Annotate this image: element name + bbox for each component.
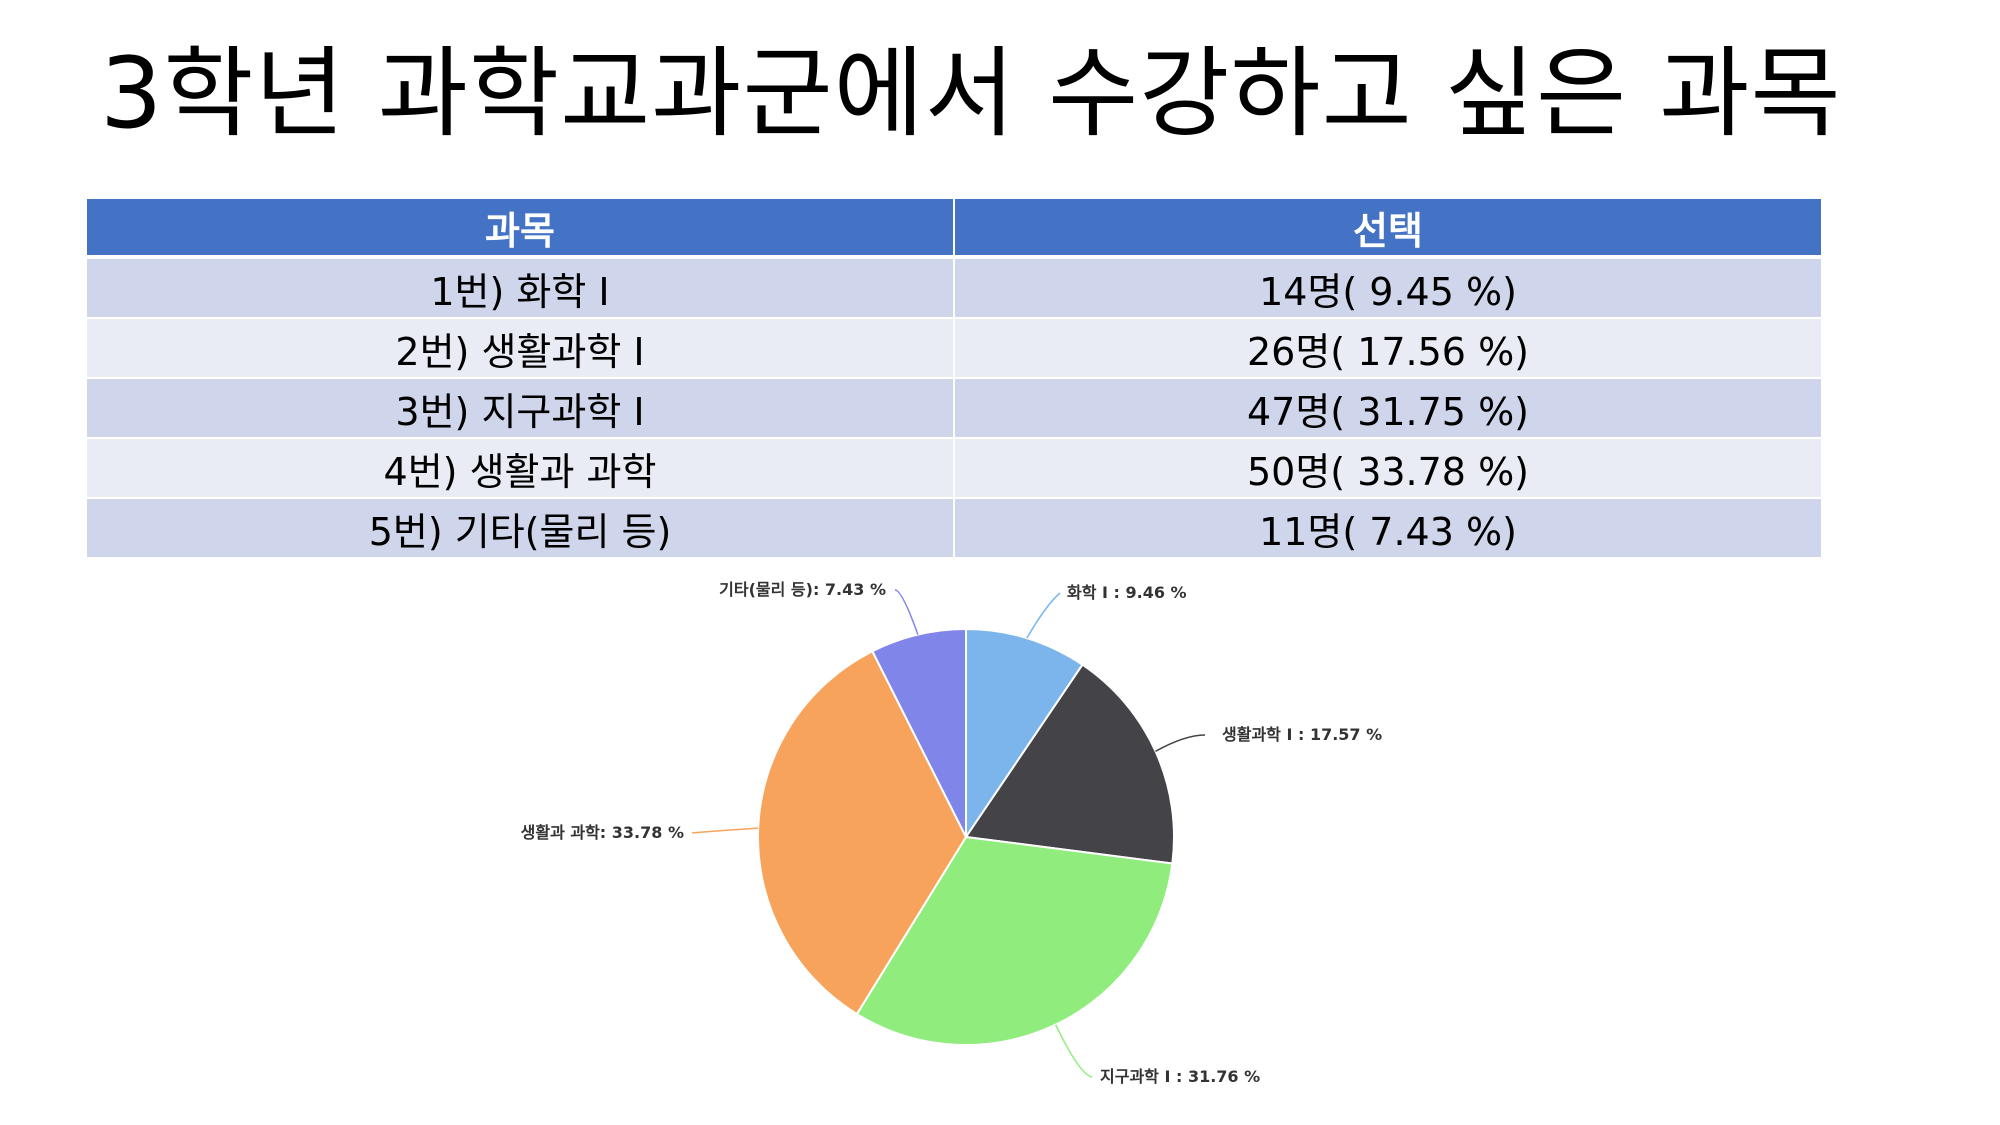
row-subject: 4번) 생활과 과학 <box>85 437 955 499</box>
slice-label: 생활과 과학: 33.78 % <box>521 823 684 842</box>
slice-connector <box>691 827 759 834</box>
slice-label: 지구과학 Ⅰ : 31.76 % <box>1100 1067 1260 1086</box>
row-subject: 5번) 기타(물리 등) <box>85 497 955 559</box>
slice-connector <box>1054 1024 1093 1078</box>
row-choice: 50명( 33.78 %) <box>953 437 1823 499</box>
table-row: 1번) 화학 Ⅰ 14명( 9.45 %) <box>85 256 1823 319</box>
row-choice: 14명( 9.45 %) <box>953 256 1823 319</box>
pie-slice <box>965 627 1084 841</box>
row-subject: 1번) 화학 Ⅰ <box>85 256 955 319</box>
row-choice: 47명( 31.75 %) <box>953 377 1823 439</box>
slice-label: 화학 Ⅰ : 9.46 % <box>1067 583 1187 602</box>
header-choice: 선택 <box>953 197 1823 259</box>
table-row: 5번) 기타(물리 등) 11명( 7.43 %) <box>85 497 1823 559</box>
row-choice: 26명( 17.56 %) <box>953 317 1823 379</box>
pie-slice <box>871 627 967 838</box>
pie-slice <box>757 649 968 1016</box>
table-row: 2번) 생활과학 Ⅰ 26명( 17.56 %) <box>85 317 1823 379</box>
row-subject: 3번) 지구과학 Ⅰ <box>85 377 955 439</box>
slice-label: 기타(물리 등): 7.43 % <box>719 580 886 599</box>
table-row: 4번) 생활과 과학 50명( 33.78 %) <box>85 437 1823 499</box>
row-subject: 2번) 생활과학 Ⅰ <box>85 317 955 379</box>
table-row: 3번) 지구과학 Ⅰ 47명( 31.75 %) <box>85 377 1823 439</box>
pie-slice <box>855 835 1174 1046</box>
slice-connector <box>1155 734 1206 752</box>
row-choice: 11명( 7.43 %) <box>953 497 1823 559</box>
results-table: 과목 선택 1번) 화학 Ⅰ 14명( 9.45 %) 2번) 생활과학 Ⅰ 2… <box>85 197 1823 559</box>
header-subject: 과목 <box>85 197 955 259</box>
slice-connector <box>1026 592 1061 639</box>
slice-connector <box>894 589 919 635</box>
table-header-row: 과목 선택 <box>85 197 1823 259</box>
page-title: 3학년 과학교과군에서 수강하고 싶은 과목 <box>100 37 1842 151</box>
slice-label: 생활과학 Ⅰ : 17.57 % <box>1222 725 1382 744</box>
